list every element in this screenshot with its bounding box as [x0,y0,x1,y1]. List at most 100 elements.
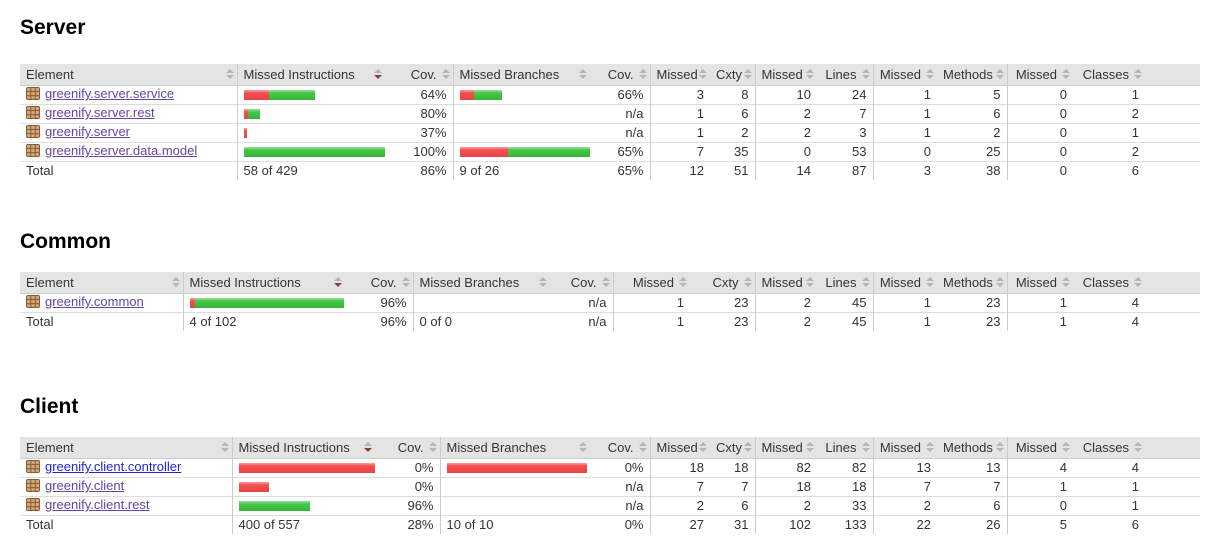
column-header-cov-2[interactable]: Cov. [375,437,440,458]
column-header-missed-instructions-1[interactable]: Missed Instructions [182,272,345,293]
package-link[interactable]: greenify.client [45,478,125,493]
column-header-missed-11[interactable]: Missed [1006,64,1073,85]
column-header-missed-9[interactable]: Missed [872,64,937,85]
column-header-methods-10[interactable]: Methods [937,437,1007,458]
total-missed-methods: 1 [872,312,937,331]
column-header-missed-11[interactable]: Missed [1006,437,1073,458]
column-header-methods-10[interactable]: Methods [937,272,1007,293]
header-filler [1145,64,1200,85]
column-header-methods-10[interactable]: Methods [937,64,1007,85]
column-header-classes-12[interactable]: Classes [1073,272,1145,293]
sort-arrows-icon [699,69,707,80]
column-header-missed-7[interactable]: Missed [754,272,817,293]
column-header-missed-branches-3[interactable]: Missed Branches [412,272,550,293]
sort-arrows-icon [861,277,870,288]
package-link[interactable]: greenify.server.data.model [45,143,198,158]
missed-methods: 1 [872,123,937,142]
package-icon [26,498,40,514]
column-header-cov-4[interactable]: Cov. [550,272,613,293]
package-link[interactable]: greenify.server.rest [45,105,155,120]
column-header-lines-8[interactable]: Lines [817,437,873,458]
sort-arrows-icon [1134,277,1142,288]
column-header-missed-instructions-1[interactable]: Missed Instructions [231,437,375,458]
section-title-client: Client [20,395,79,418]
sort-arrows-icon [679,277,687,288]
instructions-coverage: 64% [420,87,447,102]
instructions-coverage: 96% [407,498,434,513]
row-filler [1145,312,1200,331]
missed-cxty: 3 [649,85,710,104]
column-header-cov-4[interactable]: Cov. [590,64,650,85]
lines: 53 [852,144,867,159]
column-header-label: Missed [656,439,698,455]
column-header-label: Cxty [712,274,739,290]
missed-methods: 1 [872,293,937,312]
row-filler [1145,161,1200,180]
column-header-lines-8[interactable]: Lines [817,272,873,293]
column-header-classes-12[interactable]: Classes [1073,64,1145,85]
column-header-classes-12[interactable]: Classes [1073,437,1145,458]
total-row: Total 400 of 557 28% 10 of 10 0% 27 31 102 133 22… [20,515,1200,534]
column-header-label: Missed [656,66,698,82]
column-header-element-0[interactable]: Element [20,64,237,85]
sort-arrows-icon [539,277,547,288]
column-header-cov-4[interactable]: Cov. [590,437,650,458]
column-header-missed-5[interactable]: Missed [612,272,690,293]
missed-cxty: 2 [649,496,710,515]
row-filler [1145,85,1200,104]
bar-green-segment [194,297,344,308]
package-link[interactable]: greenify.client.rest [45,497,150,512]
missed-instructions-bar [236,123,385,142]
element-cell: greenify.server.rest [20,104,237,123]
bar-green-segment [268,89,315,100]
column-header-missed-7[interactable]: Missed [754,437,817,458]
column-header-missed-branches-3[interactable]: Missed Branches [452,64,590,85]
column-header-lines-8[interactable]: Lines [817,64,873,85]
methods: 25 [986,144,1001,159]
missed-classes: 0 [1006,104,1073,123]
package-link[interactable]: greenify.client.controller [45,459,182,474]
package-icon [26,295,40,311]
column-header-label: Methods [943,439,993,455]
coverage-bar [243,89,380,100]
package-link[interactable]: greenify.server.service [45,86,175,101]
element-cell: greenify.client.controller [20,458,232,477]
total-missed-cxty: 27 [649,515,710,534]
sort-arrows-icon [806,69,814,80]
coverage-bar [459,89,585,100]
row-filler [1145,142,1200,161]
total-label: Total [26,517,54,533]
column-header-label: Missed [761,66,803,82]
column-header-missed-branches-3[interactable]: Missed Branches [439,437,590,458]
column-header-missed-11[interactable]: Missed [1006,272,1073,293]
branches-coverage: n/a [625,125,644,140]
column-header-cxty-6[interactable]: Cxty [710,64,755,85]
column-header-cov-2[interactable]: Cov. [345,272,413,293]
missed-classes: 0 [1006,142,1073,161]
column-header-cxty-6[interactable]: Cxty [710,437,755,458]
column-header-missed-5[interactable]: Missed [649,437,710,458]
column-header-missed-instructions-1[interactable]: Missed Instructions [236,64,385,85]
column-header-element-0[interactable]: Element [20,437,232,458]
package-link[interactable]: greenify.common [45,294,144,309]
missed-lines: 2 [754,104,817,123]
column-header-cov-2[interactable]: Cov. [385,64,453,85]
column-header-element-0[interactable]: Element [20,272,183,293]
table-row: greenify.client.controller 0% 0% 18 18 82 82 13… [20,458,1200,477]
total-branches-coverage: 0% [624,517,644,533]
column-header-missed-7[interactable]: Missed [754,64,817,85]
column-header-missed-9[interactable]: Missed [872,437,937,458]
missed-lines: 0 [754,142,817,161]
missed-classes: 0 [1006,496,1073,515]
column-header-cxty-6[interactable]: Cxty [690,272,755,293]
column-header-missed-9[interactable]: Missed [872,272,937,293]
branches-coverage: n/a [625,479,644,494]
column-header-missed-5[interactable]: Missed [649,64,710,85]
branches-coverage: n/a [588,295,607,310]
missed-lines: 10 [754,85,817,104]
package-link[interactable]: greenify.server [45,124,131,139]
missed-lines: 18 [754,477,817,496]
element-cell: greenify.client [20,477,232,496]
sort-arrows-icon [1062,442,1070,453]
total-lines: 87 [852,163,867,179]
